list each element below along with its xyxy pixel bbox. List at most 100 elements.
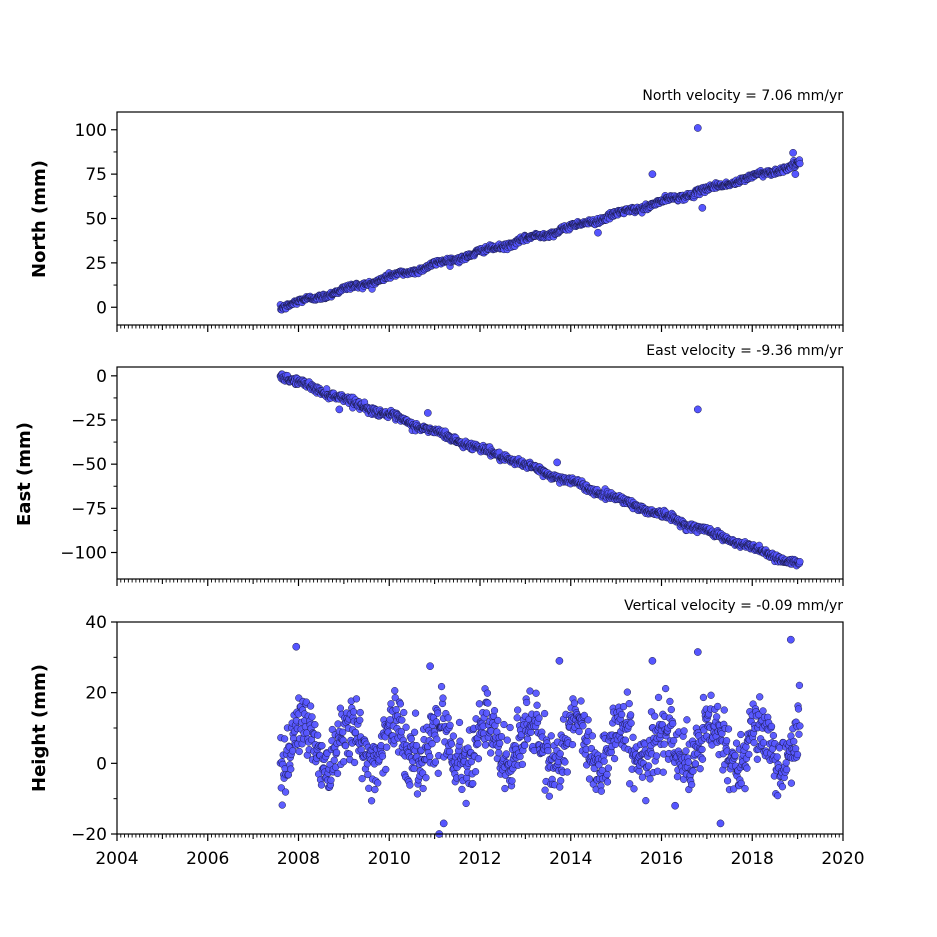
east-data-point <box>796 558 804 566</box>
height-data-point <box>487 749 495 757</box>
height-data-point <box>568 740 577 749</box>
height-data-point <box>340 758 348 766</box>
height-outlier-point <box>292 642 301 651</box>
height-data-point <box>308 713 316 721</box>
height-data-point <box>521 741 529 749</box>
height-data-point <box>753 755 761 763</box>
height-data-point <box>306 702 315 710</box>
height-data-point <box>533 701 541 709</box>
north-outlier-point <box>648 170 657 178</box>
height-data-point <box>583 737 591 745</box>
height-data-point <box>494 716 502 725</box>
height-data-point <box>367 797 376 805</box>
height-data-point <box>774 791 782 800</box>
height-data-point <box>351 728 360 737</box>
east-points <box>276 370 804 570</box>
height-data-point <box>644 762 653 770</box>
height-data-point <box>610 754 619 763</box>
height-data-point <box>600 757 608 765</box>
height-data-point <box>604 764 613 772</box>
height-data-point <box>767 722 776 731</box>
height-data-point <box>541 786 549 794</box>
height-data-point <box>439 694 447 702</box>
height-panel: Vertical velocity = -0.09 mm/yr Height (… <box>29 598 865 869</box>
height-data-point <box>287 765 295 773</box>
height-data-point <box>759 707 767 715</box>
height-data-point <box>467 758 475 766</box>
height-data-point <box>482 709 491 717</box>
height-data-point <box>526 687 534 695</box>
height-outlier-point <box>693 648 702 656</box>
north-panel: North velocity = 7.06 mm/yr North (mm) 0… <box>29 88 844 332</box>
height-data-point <box>670 736 678 745</box>
east-outlier-point <box>335 405 344 414</box>
height-data-point <box>795 730 803 738</box>
height-data-point <box>795 681 804 690</box>
height-data-point <box>691 760 700 768</box>
height-data-point <box>508 777 516 785</box>
height-data-point <box>741 785 749 793</box>
height-data-point <box>356 708 364 717</box>
height-data-point <box>406 781 414 789</box>
height-ticks: −20 0 20 40 2004 2006 2008 2010 2012 2014 2016 2018… <box>71 613 865 869</box>
height-data-point <box>458 785 466 794</box>
height-data-point <box>481 741 490 749</box>
height-data-point <box>646 775 654 783</box>
height-data-point <box>428 740 436 748</box>
height-data-point <box>431 758 440 766</box>
height-data-point <box>518 760 527 768</box>
height-data-point <box>339 728 347 736</box>
height-data-point <box>618 710 626 719</box>
height-outlier-point <box>555 657 564 665</box>
east-axis-label: East (mm) <box>14 422 35 526</box>
height-data-point <box>699 693 708 702</box>
height-data-point <box>689 767 697 775</box>
height-axis-label: Height (mm) <box>29 664 50 792</box>
height-points <box>276 635 804 838</box>
height-axes-frame <box>116 621 844 835</box>
height-outlier-point <box>671 801 679 810</box>
height-data-point <box>333 769 342 778</box>
height-data-point <box>413 790 422 798</box>
east-axes-frame <box>116 366 844 580</box>
height-data-point <box>783 765 791 774</box>
height-data-point <box>579 722 587 730</box>
x-tick-label: 2018 <box>731 849 774 869</box>
height-data-point <box>469 779 477 788</box>
height-data-point <box>434 709 442 717</box>
height-data-point <box>490 707 499 715</box>
north-ytick-label: 100 <box>75 121 107 141</box>
height-data-point <box>516 752 524 761</box>
height-data-point <box>707 691 715 699</box>
height-data-point <box>661 684 670 693</box>
height-data-point <box>444 714 452 722</box>
north-points <box>276 124 804 314</box>
height-data-point <box>410 728 419 736</box>
height-data-point <box>278 801 286 809</box>
height-data-point <box>642 797 650 805</box>
height-data-point <box>556 750 564 758</box>
height-data-point <box>280 735 289 743</box>
height-data-point <box>627 711 635 719</box>
height-data-point <box>666 697 674 706</box>
height-data-point <box>311 720 319 729</box>
height-data-point <box>387 700 395 708</box>
height-data-point <box>455 718 464 727</box>
height-data-point <box>437 682 446 691</box>
height-data-point <box>514 706 522 714</box>
height-data-point <box>446 721 454 729</box>
height-outlier-point <box>648 657 657 665</box>
east-velocity-label: East velocity = -9.36 mm/yr <box>646 343 843 359</box>
height-data-point <box>588 732 597 740</box>
height-data-point <box>603 778 612 786</box>
height-data-point <box>638 773 647 781</box>
height-outlier-point <box>786 635 795 644</box>
height-data-point <box>349 708 358 716</box>
height-data-point <box>411 709 420 717</box>
height-data-point <box>787 779 796 787</box>
height-data-point <box>790 737 798 746</box>
height-data-point <box>669 719 677 728</box>
height-data-point <box>557 777 565 785</box>
height-data-point <box>474 755 483 763</box>
